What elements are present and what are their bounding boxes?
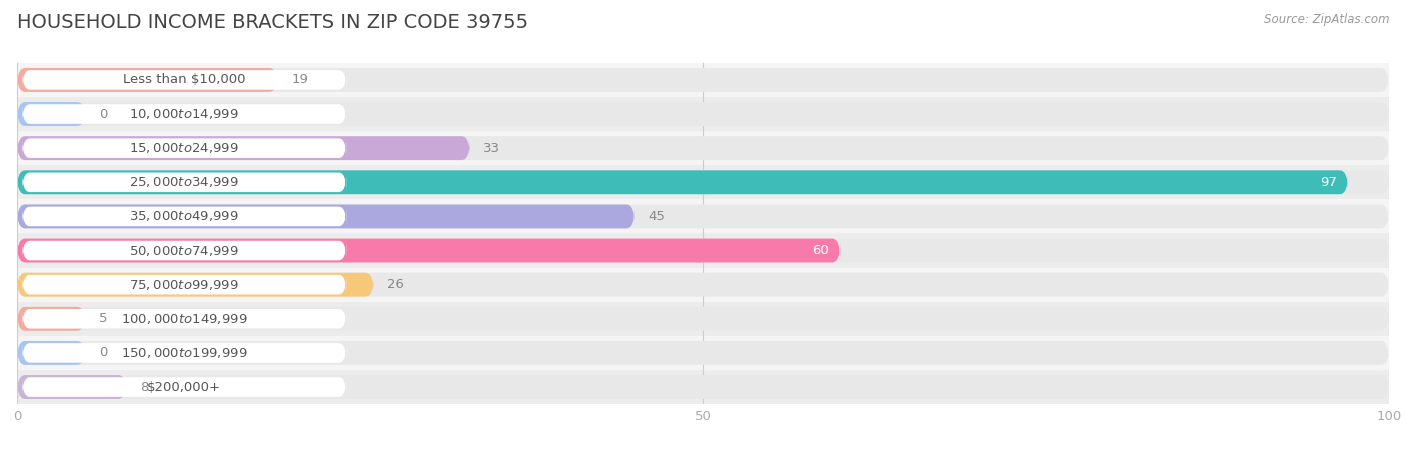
- FancyBboxPatch shape: [17, 68, 277, 92]
- FancyBboxPatch shape: [22, 172, 346, 192]
- Bar: [17, 97, 1389, 131]
- FancyBboxPatch shape: [17, 238, 841, 263]
- FancyBboxPatch shape: [22, 70, 346, 90]
- FancyBboxPatch shape: [22, 343, 346, 363]
- Text: 33: 33: [484, 142, 501, 154]
- FancyBboxPatch shape: [17, 170, 1348, 194]
- Text: 97: 97: [1320, 176, 1337, 189]
- Text: 5: 5: [100, 313, 108, 325]
- FancyBboxPatch shape: [17, 307, 1389, 331]
- FancyBboxPatch shape: [17, 136, 1389, 160]
- FancyBboxPatch shape: [17, 170, 1389, 194]
- FancyBboxPatch shape: [17, 204, 634, 229]
- Text: $50,000 to $74,999: $50,000 to $74,999: [129, 243, 239, 258]
- Bar: [17, 199, 1389, 233]
- FancyBboxPatch shape: [17, 273, 1389, 297]
- Bar: [17, 233, 1389, 268]
- Text: 26: 26: [388, 278, 405, 291]
- FancyBboxPatch shape: [17, 375, 127, 399]
- FancyBboxPatch shape: [17, 238, 1389, 263]
- Bar: [17, 370, 1389, 404]
- FancyBboxPatch shape: [22, 309, 346, 329]
- FancyBboxPatch shape: [22, 241, 346, 260]
- Text: 45: 45: [648, 210, 665, 223]
- Text: 0: 0: [100, 347, 108, 359]
- FancyBboxPatch shape: [17, 341, 1389, 365]
- Text: 8: 8: [141, 381, 149, 393]
- Text: 19: 19: [291, 74, 308, 86]
- FancyBboxPatch shape: [17, 204, 1389, 229]
- Text: $25,000 to $34,999: $25,000 to $34,999: [129, 175, 239, 189]
- FancyBboxPatch shape: [17, 375, 1389, 399]
- FancyBboxPatch shape: [17, 341, 86, 365]
- Text: Source: ZipAtlas.com: Source: ZipAtlas.com: [1264, 13, 1389, 26]
- Text: HOUSEHOLD INCOME BRACKETS IN ZIP CODE 39755: HOUSEHOLD INCOME BRACKETS IN ZIP CODE 39…: [17, 13, 529, 32]
- Bar: [17, 63, 1389, 97]
- Text: $100,000 to $149,999: $100,000 to $149,999: [121, 312, 247, 326]
- FancyBboxPatch shape: [22, 138, 346, 158]
- Text: $35,000 to $49,999: $35,000 to $49,999: [129, 209, 239, 224]
- Bar: [17, 302, 1389, 336]
- Bar: [17, 165, 1389, 199]
- FancyBboxPatch shape: [17, 102, 86, 126]
- FancyBboxPatch shape: [17, 102, 1389, 126]
- Text: $10,000 to $14,999: $10,000 to $14,999: [129, 107, 239, 121]
- FancyBboxPatch shape: [22, 275, 346, 295]
- Text: $200,000+: $200,000+: [148, 381, 221, 393]
- Bar: [17, 268, 1389, 302]
- Text: $15,000 to $24,999: $15,000 to $24,999: [129, 141, 239, 155]
- FancyBboxPatch shape: [22, 104, 346, 124]
- Text: $75,000 to $99,999: $75,000 to $99,999: [129, 277, 239, 292]
- FancyBboxPatch shape: [17, 273, 374, 297]
- Bar: [17, 131, 1389, 165]
- FancyBboxPatch shape: [17, 68, 1389, 92]
- FancyBboxPatch shape: [22, 207, 346, 226]
- FancyBboxPatch shape: [22, 377, 346, 397]
- FancyBboxPatch shape: [17, 136, 470, 160]
- Text: Less than $10,000: Less than $10,000: [124, 74, 246, 86]
- Text: $150,000 to $199,999: $150,000 to $199,999: [121, 346, 247, 360]
- Bar: [17, 336, 1389, 370]
- Text: 0: 0: [100, 108, 108, 120]
- FancyBboxPatch shape: [17, 307, 86, 331]
- Text: 60: 60: [813, 244, 830, 257]
